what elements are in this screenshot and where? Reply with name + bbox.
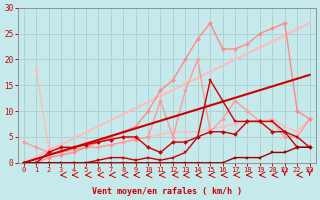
X-axis label: Vent moyen/en rafales ( km/h ): Vent moyen/en rafales ( km/h ) [92,187,242,196]
